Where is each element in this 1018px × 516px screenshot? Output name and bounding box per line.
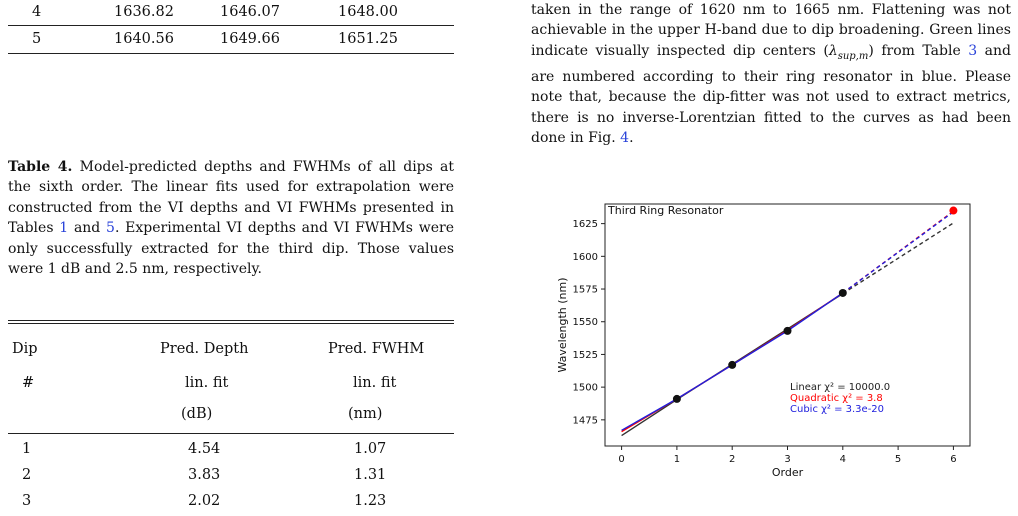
caption-text: . Experimental VI depths and VI FWHMs we…	[8, 220, 454, 278]
table-top-rule	[8, 323, 454, 324]
x-tick-label: 2	[729, 454, 735, 465]
series-extrapolation	[842, 211, 954, 294]
caption-label: Table 4.	[8, 159, 73, 175]
y-axis-label: Wavelength (nm)	[556, 277, 569, 372]
table-cell: 1636.82	[114, 4, 174, 20]
table-header-rule	[8, 433, 454, 434]
table-cell: 1646.07	[220, 4, 280, 20]
data-point	[838, 288, 847, 297]
table-cell: 1648.00	[338, 4, 398, 20]
y-axis: 1475 1500 1525 1550 1575 1600 1625	[573, 219, 605, 426]
legend-entry: Quadratic χ² = 3.8	[790, 393, 883, 404]
table-cell: 3.83	[188, 467, 221, 483]
text-run: and are numbered according to their ring…	[531, 42, 1012, 147]
table-bottom-rule	[8, 53, 454, 54]
x-tick-label: 6	[950, 454, 956, 465]
x-axis: 0 1 2 3 4 5 6	[618, 446, 957, 465]
table-cell: 1	[22, 441, 32, 457]
table-cell: 1651.25	[338, 31, 398, 47]
x-tick-label: 0	[618, 454, 624, 465]
chart-figure: 0 1 2 3 4 5 6 1475 1500 1525 1550 1575 1600 1625 Thi…	[552, 196, 982, 486]
series-extrapolation	[842, 222, 954, 295]
header-lin-fit: lin. fit	[353, 375, 397, 391]
text-run: .	[629, 130, 634, 147]
table-divider	[8, 25, 454, 26]
table-row: 3 2.02 1.23	[8, 488, 454, 516]
table-cell: 1649.66	[220, 31, 280, 47]
table-header-row: # lin. fit lin. fit	[8, 370, 454, 398]
table-row: 1 4.54 1.07	[8, 436, 454, 464]
series-extrapolation	[842, 210, 954, 294]
y-tick-label: 1550	[573, 317, 598, 328]
table-cell: 1.07	[354, 441, 387, 457]
header-pred-depth: Pred. Depth	[160, 341, 249, 357]
lambda-subscript: sup,m	[837, 50, 869, 62]
table-row: 4 1636.82 1646.07 1648.00	[8, 0, 454, 26]
header-lin-fit: lin. fit	[185, 375, 229, 391]
table-cell: 1640.56	[114, 31, 174, 47]
table-row: 2 3.83 1.31	[8, 462, 454, 490]
header-dip: Dip	[12, 341, 38, 357]
text-run: ) from Table	[868, 42, 969, 59]
data-point	[728, 360, 737, 369]
caption-text: and	[68, 220, 107, 237]
table-cell: 5	[32, 31, 42, 47]
header-hash: #	[22, 375, 35, 391]
chart-title: Third Ring Resonator	[607, 204, 724, 217]
table-header-row: Dip Pred. Depth Pred. FWHM	[8, 336, 454, 364]
x-axis-label: Order	[772, 466, 804, 479]
series-layer	[621, 210, 954, 437]
table-cell: 4	[32, 4, 42, 20]
data-point	[783, 326, 792, 335]
data-point	[672, 394, 681, 403]
legend-entry: Linear χ² = 10000.0	[790, 382, 890, 393]
table-cell: 1.31	[354, 467, 387, 483]
y-tick-label: 1600	[573, 252, 598, 263]
table-header-row: (dB) (nm)	[8, 401, 454, 429]
table-cell: 2.02	[188, 493, 221, 509]
text-run: taken in the range of 1620 nm to 1665 nm…	[531, 2, 1011, 59]
legend-entry: Cubic χ² = 3.3e-20	[790, 404, 884, 415]
table-cell: 2	[22, 467, 32, 483]
body-paragraph: taken in the range of 1620 nm to 1665 nm…	[531, 0, 1011, 149]
table-ref-link[interactable]: 3	[968, 42, 978, 59]
y-tick-label: 1575	[573, 285, 598, 296]
paragraph-text: taken in the range of 1620 nm to 1665 nm…	[531, 0, 1011, 149]
x-tick-label: 1	[674, 454, 680, 465]
lambda-symbol: λ	[828, 42, 838, 59]
table-cell: 3	[22, 493, 32, 509]
y-tick-label: 1525	[573, 350, 598, 361]
table-row: 5 1640.56 1649.66 1651.25	[8, 27, 454, 53]
points-layer	[672, 206, 958, 403]
caption-text: Model-predicted depths and FWHMs of all …	[8, 159, 454, 237]
header-pred-fwhm: Pred. FWHM	[328, 341, 425, 357]
table-cell: 4.54	[188, 441, 221, 457]
x-tick-label: 3	[784, 454, 790, 465]
header-unit-db: (dB)	[181, 406, 213, 422]
table-caption: Table 4. Model-predicted depths and FWHM…	[8, 157, 454, 279]
header-unit-nm: (nm)	[348, 406, 383, 422]
y-tick-label: 1475	[573, 415, 598, 426]
table-ref-link[interactable]: 1	[59, 220, 69, 237]
y-tick-label: 1500	[573, 383, 598, 394]
table-cell: 1.23	[354, 493, 387, 509]
x-tick-label: 4	[840, 454, 846, 465]
table-top-rule	[8, 320, 454, 321]
y-tick-label: 1625	[573, 219, 598, 230]
predicted-point	[949, 206, 958, 215]
figure-ref-link[interactable]: 4	[620, 130, 630, 147]
x-tick-label: 5	[895, 454, 901, 465]
chart-svg: 0 1 2 3 4 5 6 1475 1500 1525 1550 1575 1600 1625 Thi…	[556, 203, 971, 479]
table-ref-link[interactable]: 5	[106, 220, 115, 237]
